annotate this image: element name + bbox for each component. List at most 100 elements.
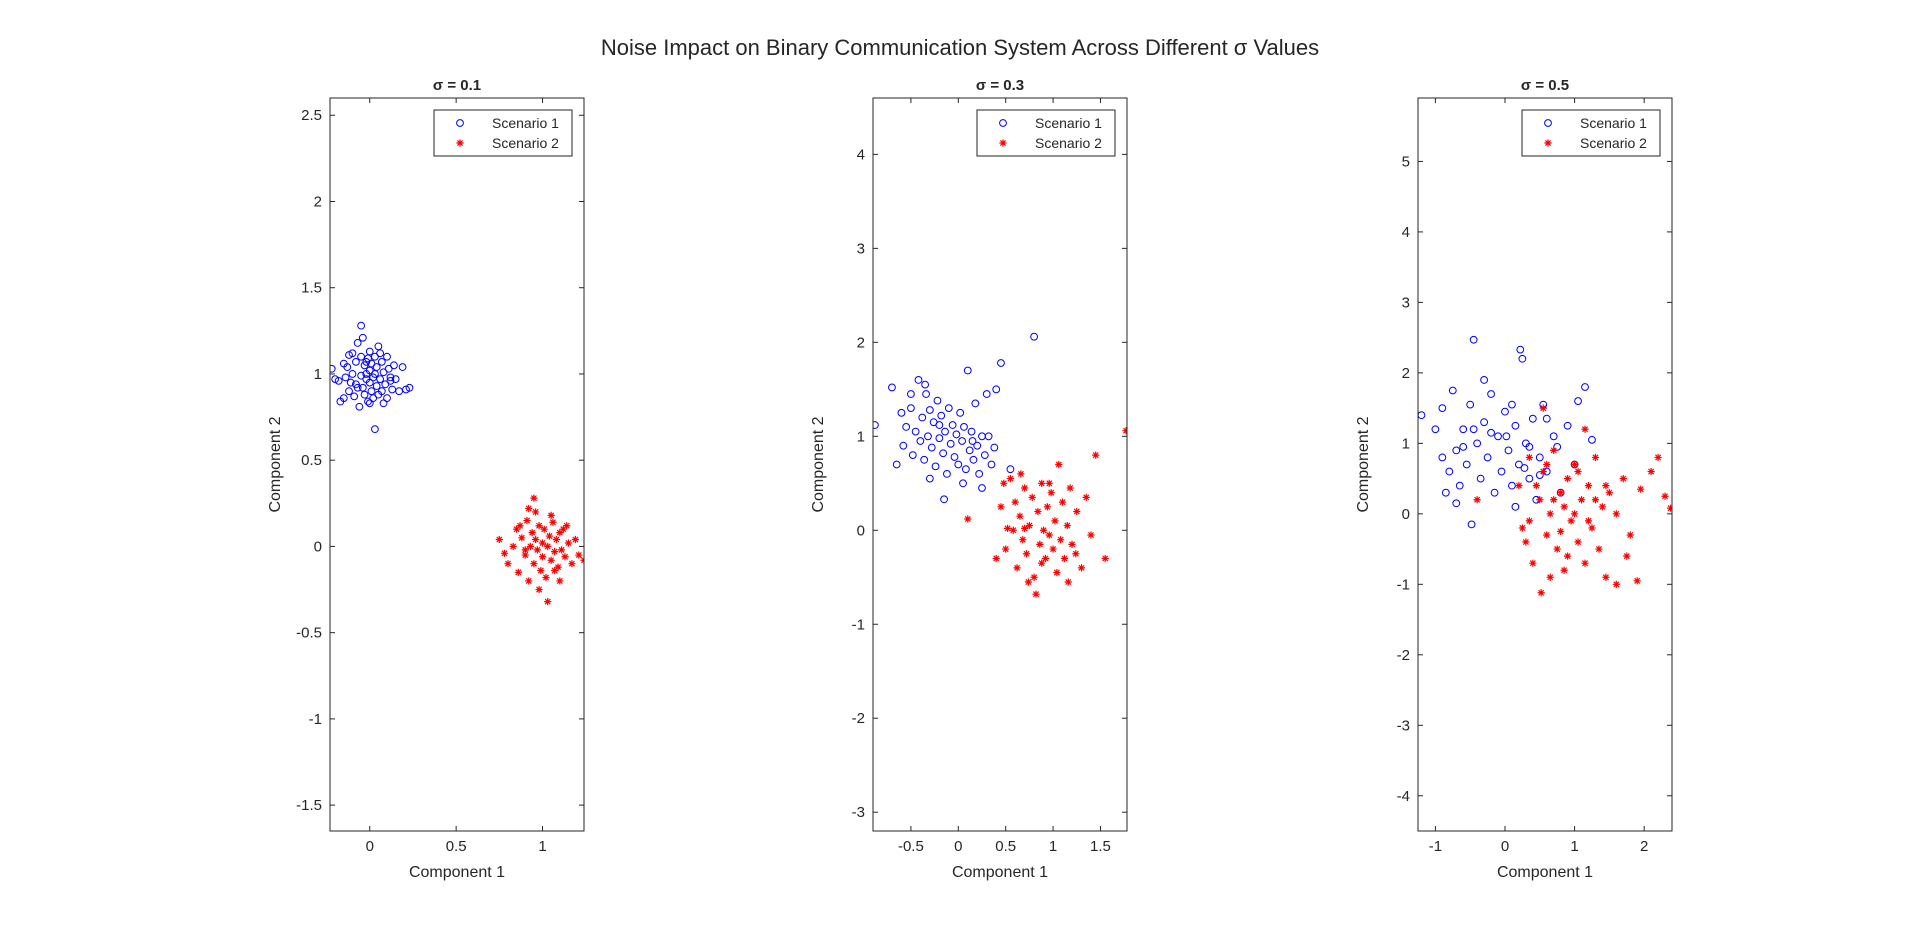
data-point <box>1536 496 1544 504</box>
data-point <box>892 460 901 469</box>
data-point <box>551 566 559 575</box>
data-point <box>1490 488 1499 497</box>
data-point <box>1508 400 1516 409</box>
data-point <box>1515 482 1523 490</box>
data-point <box>1445 467 1454 476</box>
data-point <box>1584 517 1593 525</box>
data-point <box>1574 397 1582 405</box>
data-point <box>931 462 940 471</box>
data-point <box>1019 536 1027 544</box>
data-point <box>1511 421 1520 430</box>
data-point <box>969 455 978 464</box>
data-point <box>1487 428 1495 437</box>
data-point <box>547 511 555 519</box>
data-point <box>1466 400 1475 409</box>
data-point <box>1441 488 1450 497</box>
subplot-title: σ = 0.1 <box>433 77 481 94</box>
x-tick-label: -1 <box>1429 838 1442 855</box>
data-point <box>1055 460 1063 469</box>
data-point <box>1473 496 1481 504</box>
data-point <box>559 525 567 533</box>
data-point <box>371 425 379 434</box>
y-tick-label: 3 <box>857 240 865 257</box>
subplot-1: 0 0.5 1 -1.5 -1 -0.5 0 0.5 1 1.5 2 2.5 σ = 0.1 Compon… <box>267 77 585 881</box>
y-tick-label: 1 <box>1402 435 1410 452</box>
data-point <box>571 535 579 544</box>
data-point <box>1591 496 1600 504</box>
data-point <box>948 421 957 429</box>
data-point <box>1438 453 1447 462</box>
subplot-title: σ = 0.5 <box>1521 77 1569 94</box>
data-point <box>532 508 540 516</box>
y-tick-label: 2 <box>857 334 865 351</box>
data-point <box>1546 573 1554 581</box>
data-point <box>1602 482 1610 490</box>
data-point <box>1011 498 1019 506</box>
y-tick-label: -3 <box>1397 717 1410 734</box>
data-point <box>1516 345 1525 354</box>
data-point <box>377 387 386 396</box>
data-point <box>525 577 533 585</box>
data-point <box>1605 489 1613 497</box>
data-point <box>355 402 364 411</box>
data-point <box>563 522 571 530</box>
data-point <box>1647 467 1655 476</box>
data-point <box>350 392 359 401</box>
data-point <box>405 383 414 392</box>
data-point <box>1073 507 1081 516</box>
data-point <box>954 460 963 469</box>
data-point <box>386 376 395 385</box>
data-point <box>552 535 560 544</box>
y-tick-label: 0 <box>314 538 322 555</box>
data-points <box>1418 335 1672 597</box>
data-point <box>1006 474 1015 483</box>
data-point <box>987 460 996 469</box>
data-point <box>1000 479 1008 487</box>
data-point <box>1063 521 1071 530</box>
data-point <box>530 560 538 568</box>
data-point <box>952 430 961 439</box>
y-tick-label: -1.5 <box>296 797 322 814</box>
data-point <box>516 522 524 530</box>
x-axis-label: Component 1 <box>1497 864 1593 881</box>
axes-frame <box>329 97 585 832</box>
data-point <box>500 549 509 557</box>
data-point <box>533 546 541 554</box>
data-point <box>1038 479 1046 487</box>
y-tick-label: 4 <box>1402 224 1410 241</box>
data-point <box>1595 545 1603 553</box>
y-tick-label: 4 <box>857 146 865 163</box>
axes-frame <box>1417 97 1673 832</box>
data-point <box>1560 566 1568 574</box>
data-point <box>1006 465 1015 474</box>
legend-label: Scenario 1 <box>492 115 559 131</box>
data-point <box>978 484 986 492</box>
legend: Scenario 1 Scenario 2 <box>976 109 1116 157</box>
y-tick-label: 2.5 <box>301 107 322 124</box>
data-point <box>556 529 564 537</box>
data-point <box>939 449 948 458</box>
data-point <box>1045 531 1053 539</box>
data-point <box>1462 460 1471 469</box>
data-point <box>1043 503 1051 511</box>
data-point <box>1030 573 1038 581</box>
data-point <box>544 542 552 551</box>
data-point <box>542 573 550 582</box>
legend-label: Scenario 1 <box>1035 115 1102 131</box>
data-point <box>1003 524 1012 533</box>
data-point <box>897 408 906 417</box>
data-point <box>992 554 1000 563</box>
data-point <box>1476 474 1485 483</box>
y-tick-label: -3 <box>852 804 865 821</box>
legend-marker <box>456 119 464 127</box>
data-point <box>925 474 934 483</box>
data-point <box>514 568 522 576</box>
y-axis-label: Component 2 <box>810 416 827 512</box>
data-point <box>1448 386 1457 395</box>
data-point <box>557 546 566 554</box>
data-point <box>1087 531 1095 539</box>
data-point <box>1060 554 1069 563</box>
data-point <box>345 351 353 359</box>
y-tick-label: -1 <box>852 616 865 633</box>
x-tick-label: 1 <box>538 838 546 855</box>
